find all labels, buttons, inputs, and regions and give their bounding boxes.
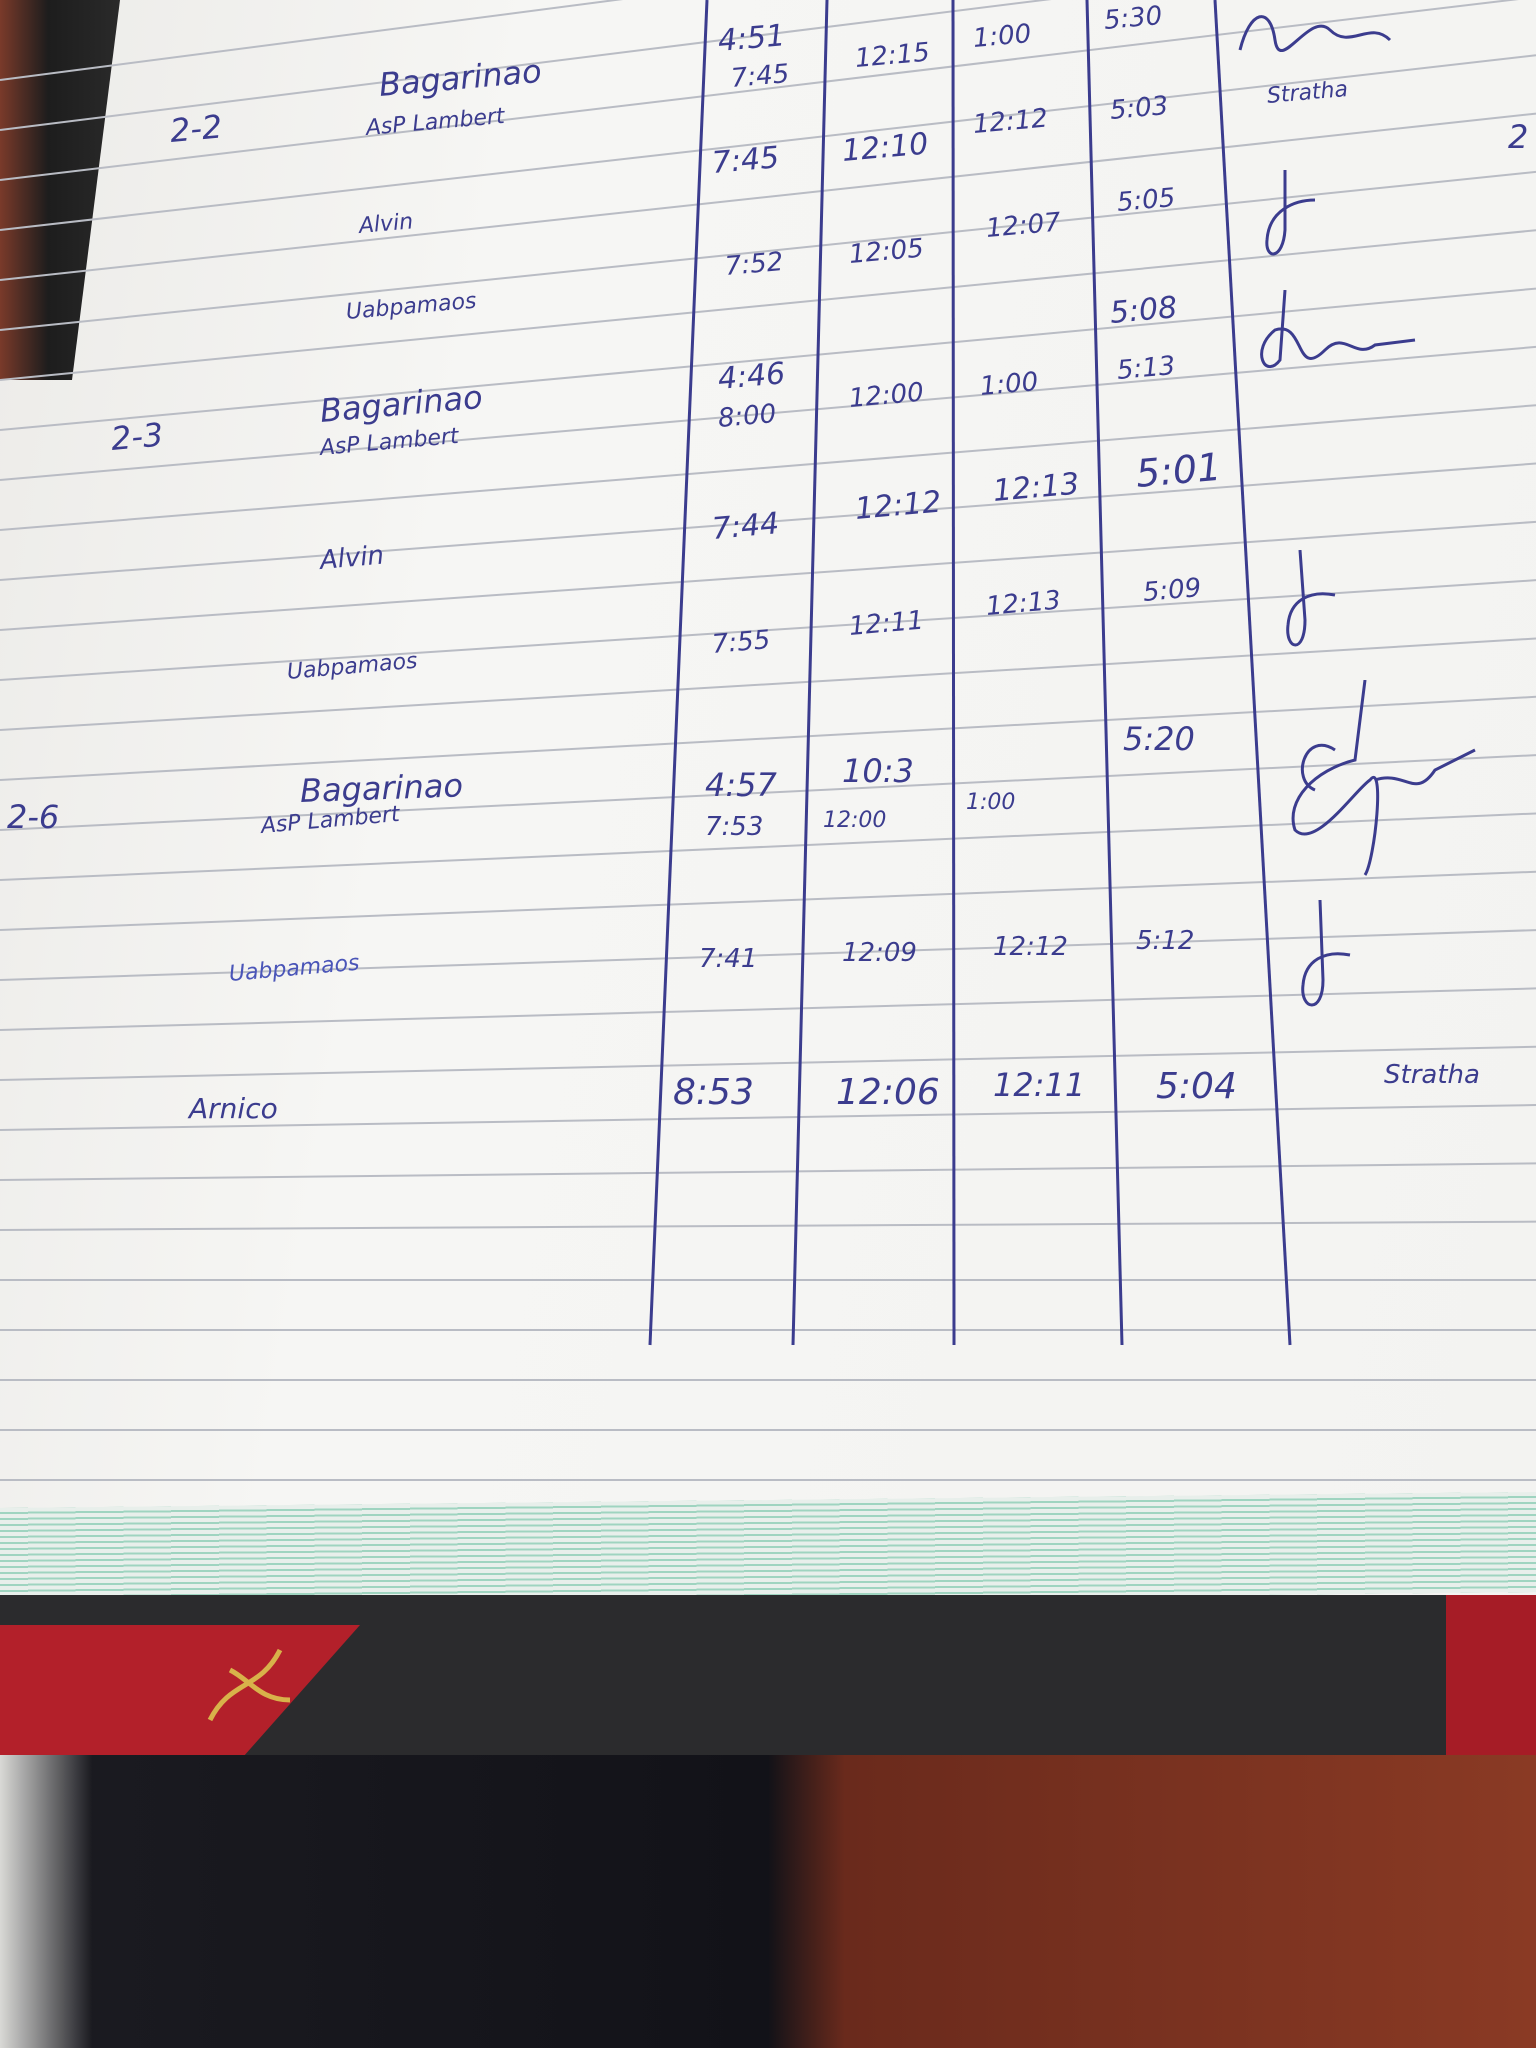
page-edges (0, 1491, 1536, 1609)
time-cell: 4:57 (705, 766, 777, 804)
time-cell: 12:12 (993, 932, 1068, 962)
employee-name: Arnico (189, 1092, 278, 1125)
ruled-lines (0, 0, 1536, 1481)
ruled-line (0, 1162, 1536, 1181)
ruled-line (0, 929, 1536, 981)
ruled-line (0, 404, 1536, 531)
time-cell: 5:13 (1115, 350, 1177, 386)
column-line (951, 0, 956, 1346)
cover-corner-red-right (1446, 1595, 1536, 1755)
time-cell: 8:53 (673, 1072, 754, 1113)
time-cell: 4:46 (716, 356, 787, 397)
ruled-line (0, 229, 1536, 381)
ruled-line (0, 520, 1536, 631)
time-cell: 1:00 (966, 790, 1016, 815)
time-cell: 5:03 (1108, 90, 1170, 126)
employee-name: Alvin (357, 209, 415, 239)
ruled-line (0, 287, 1536, 431)
time-cell: 12:09 (842, 938, 917, 968)
time-cell: 1:00 (971, 18, 1033, 54)
time-cell: 12:11 (993, 1066, 1086, 1104)
ruled-line (0, 54, 1536, 231)
time-cell: 5:05 (1115, 182, 1177, 218)
time-cell: 7:44 (710, 506, 781, 547)
ruled-line (0, 0, 624, 81)
time-cell: 12:06 (836, 1072, 940, 1113)
time-cell: 12:00 (823, 808, 887, 833)
time-cell: 4:51 (716, 18, 787, 59)
ruled-line (0, 0, 1519, 181)
time-cell: 7:41 (699, 944, 758, 974)
date-label: 2-6 (7, 798, 60, 836)
time-cell: 5:09 (1141, 572, 1203, 608)
time-cell: 12:12 (853, 484, 943, 527)
time-cell: 7:45 (729, 58, 791, 94)
ruled-line (0, 812, 1536, 881)
ruled-line (0, 170, 1536, 331)
ruled-line (0, 637, 1536, 731)
column-line (791, 0, 829, 1346)
cover-ornament-icon (207, 1648, 291, 1722)
signature-text: Stratha (1384, 1060, 1480, 1090)
time-cell: 5:20 (1123, 720, 1195, 758)
time-cell: 5:12 (1136, 926, 1195, 956)
signature-scribble-icon (1291, 680, 1476, 876)
time-cell: 5:30 (1102, 0, 1164, 36)
ruled-line (0, 987, 1536, 1031)
time-cell: 7:45 (710, 140, 781, 181)
time-cell: 8:00 (716, 398, 778, 434)
time-cell: 5:04 (1156, 1066, 1237, 1107)
ruled-line (0, 870, 1536, 931)
signature-initial-icon (1286, 550, 1336, 647)
background-surface (0, 1755, 1536, 2048)
time-cell: 7:53 (705, 812, 764, 842)
ruled-line (0, 579, 1536, 681)
ruled-line (0, 345, 1536, 481)
time-cell: 7:55 (710, 624, 772, 660)
time-cell: 10:3 (842, 752, 914, 790)
column-line (1085, 0, 1124, 1346)
column-line (648, 0, 709, 1346)
employee-name: Alvin (318, 540, 386, 576)
time-cell: 5:08 (1108, 290, 1179, 331)
signature-scribble-icon (1260, 290, 1416, 368)
date-label: 2-3 (109, 415, 165, 458)
time-cell: 12:13 (991, 466, 1081, 509)
ruled-line (0, 1045, 1536, 1081)
ruled-line (0, 0, 1052, 131)
signature-initial-icon (1301, 900, 1351, 1007)
ruled-line (0, 1220, 1536, 1231)
time-cell: 5:01 (1134, 444, 1223, 496)
time-cell: 1:00 (978, 366, 1040, 402)
date-label: 2-2 (168, 107, 224, 150)
signature-initial-icon (1265, 170, 1316, 256)
ruled-line (0, 695, 1536, 781)
column-line (1213, 0, 1292, 1346)
ruled-line (0, 112, 1536, 281)
time-cell: 12:10 (840, 126, 930, 169)
time-cell: 7:52 (723, 246, 785, 282)
ruled-line (0, 1104, 1536, 1131)
signature-scribble-icon (1238, 15, 1392, 52)
ruled-line (0, 754, 1536, 831)
ruled-line (0, 462, 1536, 581)
page-marker: 2 (1508, 118, 1529, 156)
